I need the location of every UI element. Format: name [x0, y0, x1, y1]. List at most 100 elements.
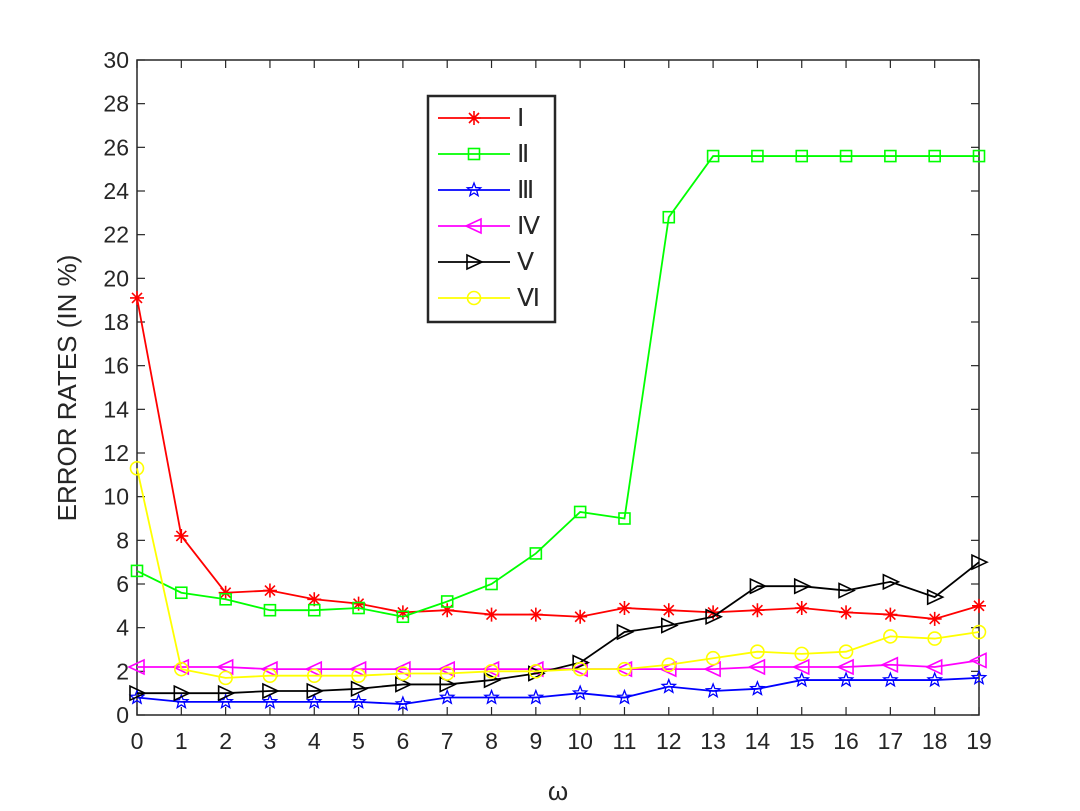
marker-shape	[662, 210, 676, 224]
marker-shape	[466, 253, 484, 271]
marker-shape	[705, 608, 723, 626]
marker-shape	[749, 577, 768, 595]
data-point	[884, 149, 897, 163]
marker-shape	[972, 598, 986, 613]
marker-shape	[617, 601, 632, 616]
x-axis-title: ω	[548, 776, 568, 806]
data-point	[350, 680, 369, 698]
y-tick-label: 20	[103, 265, 129, 291]
marker-shape	[791, 658, 810, 676]
y-tick-label: 8	[116, 527, 129, 553]
data-point	[883, 607, 898, 622]
marker-shape	[262, 583, 277, 598]
marker-shape	[217, 684, 236, 702]
data-point	[573, 505, 587, 519]
legend-item: Ⅱ	[438, 141, 529, 168]
marker-shape	[928, 149, 941, 163]
data-point	[928, 149, 941, 163]
data-point	[263, 603, 277, 617]
data-point	[484, 664, 499, 679]
data-point	[839, 605, 854, 620]
marker-shape	[793, 671, 811, 688]
x-tick-label: 6	[396, 728, 409, 754]
marker-shape	[794, 601, 809, 616]
marker-shape	[127, 658, 145, 676]
y-tick-label: 24	[103, 178, 129, 204]
legend-marker	[466, 253, 484, 271]
data-point	[837, 671, 855, 688]
x-tick-label: 5	[352, 728, 365, 754]
x-tick-label: 13	[700, 728, 726, 754]
marker-shape	[218, 670, 233, 686]
data-point	[484, 607, 499, 622]
data-point	[306, 682, 325, 700]
marker-shape	[750, 644, 765, 659]
data-point	[972, 149, 986, 163]
y-tick-label: 18	[103, 309, 129, 335]
data-point	[260, 660, 278, 678]
legend-label: Ⅲ	[517, 177, 534, 204]
marker-shape	[173, 684, 192, 702]
marker-shape	[395, 605, 410, 620]
x-tick-label: 19	[966, 728, 992, 754]
y-tick-label: 28	[103, 91, 129, 117]
marker-shape	[129, 460, 145, 476]
data-point	[660, 617, 679, 634]
marker-shape	[175, 586, 188, 600]
data-point	[218, 585, 233, 600]
data-point	[348, 660, 367, 678]
data-point	[130, 564, 144, 578]
marker-shape	[751, 149, 764, 163]
marker-shape	[969, 652, 987, 669]
marker-shape	[528, 664, 544, 679]
data-point	[617, 601, 632, 616]
legend-item: Ⅵ	[438, 285, 540, 312]
data-point	[661, 657, 677, 673]
marker-shape	[395, 666, 411, 681]
marker-shape	[880, 656, 899, 674]
data-point	[262, 668, 278, 684]
marker-shape	[440, 603, 455, 618]
marker-shape	[839, 149, 853, 163]
x-tick-label: 16	[833, 728, 859, 754]
legend: Ⅰ Ⅱ Ⅲ Ⅳ Ⅴ Ⅵ	[426, 94, 557, 324]
data-point	[926, 671, 944, 688]
data-point	[483, 671, 502, 689]
marker-shape	[306, 682, 325, 700]
marker-shape	[927, 611, 942, 626]
y-tick-label: 16	[103, 353, 129, 379]
marker-shape	[218, 585, 233, 600]
y-tick-label: 6	[116, 571, 129, 597]
marker-shape	[529, 547, 543, 560]
series-3	[128, 669, 988, 712]
data-point	[262, 682, 280, 700]
data-point	[217, 684, 236, 702]
legend-label: Ⅴ	[517, 249, 534, 276]
data-point	[351, 596, 366, 611]
data-point	[394, 695, 412, 712]
y-tick-label: 26	[103, 134, 129, 160]
y-tick-label: 14	[103, 396, 129, 422]
x-tick-label: 9	[529, 728, 542, 754]
data-point	[129, 460, 145, 476]
data-point	[571, 684, 589, 701]
marker-shape	[703, 660, 721, 678]
data-point	[795, 149, 809, 163]
marker-shape	[394, 695, 412, 712]
x-tick-label: 3	[264, 728, 277, 754]
marker-shape	[884, 149, 897, 163]
marker-shape	[351, 596, 366, 611]
marker-shape	[571, 684, 589, 701]
marker-shape	[750, 603, 765, 618]
marker-shape	[795, 149, 809, 163]
data-point	[528, 607, 543, 622]
x-tick-label: 12	[656, 728, 682, 754]
data-point	[794, 646, 810, 662]
marker-shape	[262, 682, 280, 700]
data-point	[750, 644, 765, 659]
marker-shape	[263, 603, 277, 617]
data-point	[881, 671, 899, 688]
data-point	[528, 664, 544, 679]
marker-shape	[749, 679, 766, 696]
series-1	[130, 290, 986, 626]
